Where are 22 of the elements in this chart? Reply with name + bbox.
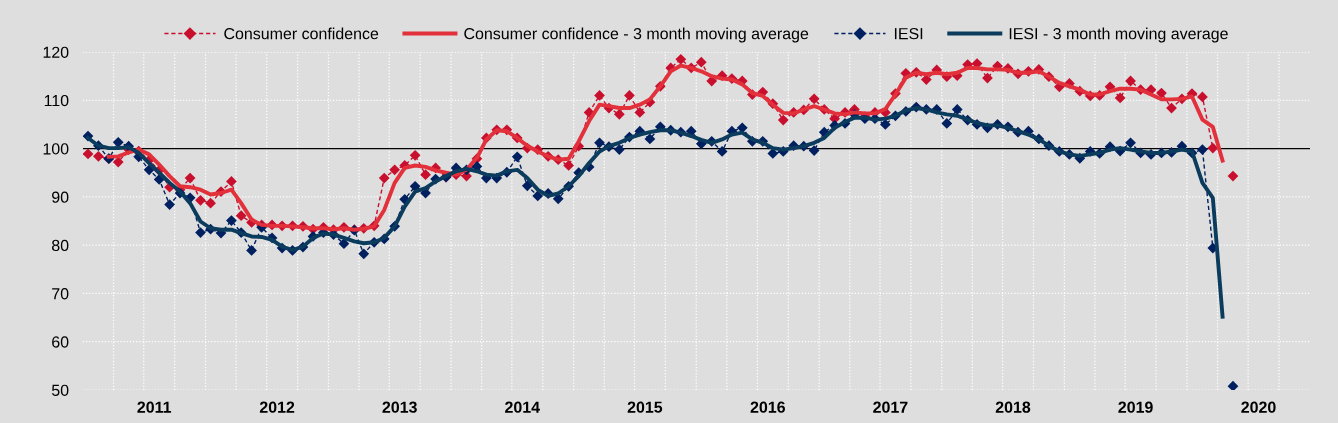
x-tick-label: 2018	[995, 401, 1031, 413]
legend-label: Consumer confidence	[224, 27, 379, 40]
x-tick-label: 2015	[627, 401, 663, 413]
legend-label: IESI	[894, 27, 923, 40]
y-tick-label: 70	[52, 288, 69, 300]
x-tick-label: 2019	[1118, 401, 1153, 413]
y-tick-label: 60	[52, 336, 69, 348]
x-tick-label: 2013	[382, 401, 417, 413]
y-tick-label: 120	[43, 46, 69, 58]
y-tick-label: 100	[43, 143, 69, 155]
y-tick-label: 80	[52, 239, 69, 252]
x-tick-label: 2020	[1241, 401, 1276, 413]
legend-label: Consumer confidence - 3 month moving average	[464, 27, 809, 43]
x-tick-label: 2014	[505, 401, 540, 413]
x-tick-label: 2016	[750, 401, 785, 413]
x-tick-label: 2017	[873, 401, 908, 413]
x-tick-label: 2011	[137, 401, 172, 413]
legend-label: IESI - 3 month moving average	[1009, 27, 1228, 43]
x-tick-label: 2012	[259, 401, 295, 413]
y-tick-label: 50	[51, 384, 69, 396]
y-tick-label: 110	[44, 94, 69, 107]
y-tick-label: 90	[52, 191, 69, 203]
